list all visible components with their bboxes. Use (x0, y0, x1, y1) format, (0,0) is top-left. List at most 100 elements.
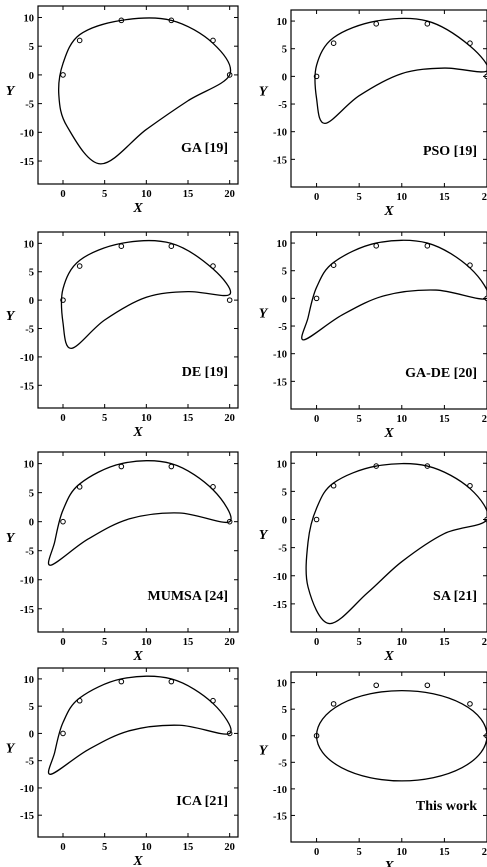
data-point (424, 243, 431, 249)
y-tick-label: 5 (29, 489, 34, 500)
x-tick-label: 5 (102, 637, 107, 648)
fitted-curve (47, 460, 232, 566)
y-tick-label: -15 (273, 377, 287, 388)
x-tick-label: 15 (183, 413, 194, 424)
x-axis-label: X (132, 649, 143, 664)
y-tick-label: 0 (29, 518, 34, 529)
x-axis-label: X (383, 649, 394, 664)
y-axis-label: Y (259, 528, 269, 543)
chart-panel: 0 5 10 15 20 10 5 0 -5 -10 -15 X Y ICA [21] (6, 667, 239, 867)
chart-panel: 0 5 10 15 20 10 5 0 -5 -10 -15 X Y GA-DE [20] (259, 231, 487, 441)
plot-area (313, 682, 487, 782)
x-tick-label: 0 (314, 192, 319, 203)
data-point (313, 295, 320, 302)
data-point (118, 243, 125, 249)
fitted-curve (58, 17, 232, 165)
y-tick-label: 5 (282, 267, 287, 278)
panel-title: ICA [21] (176, 794, 228, 809)
x-axis-label: X (132, 854, 143, 867)
chart-panel: 0 5 10 15 20 10 5 0 -5 -10 -15 X Y This work (259, 671, 487, 867)
y-tick-label: 10 (277, 679, 288, 690)
y-tick-label: 0 (29, 71, 34, 82)
x-axis-label: X (383, 859, 394, 867)
plot-area (58, 17, 233, 165)
x-tick-label: 0 (314, 847, 319, 858)
y-tick-label: 10 (24, 675, 35, 686)
y-tick-label: 5 (282, 705, 287, 716)
x-tick-label: 5 (102, 413, 107, 424)
y-tick-label: 10 (277, 239, 288, 250)
x-tick-label: 15 (439, 192, 450, 203)
y-tick-label: -5 (278, 322, 287, 333)
y-tick-label: -5 (25, 325, 34, 336)
data-point (60, 730, 66, 737)
y-tick-label: 0 (29, 729, 34, 740)
x-tick-label: 20 (224, 413, 235, 424)
x-tick-label: 5 (357, 847, 362, 858)
y-tick-label: 5 (282, 45, 287, 56)
y-tick-label: -10 (273, 572, 287, 583)
plot-area (313, 17, 487, 125)
y-tick-label: 10 (24, 13, 35, 24)
y-tick-label: -15 (20, 381, 34, 392)
y-tick-label: -5 (278, 544, 287, 555)
y-axis-label: Y (6, 531, 16, 546)
x-axis-label: X (132, 201, 143, 216)
y-axis-label: Y (259, 85, 269, 100)
axes-frame (37, 231, 239, 409)
y-tick-label: -10 (20, 784, 34, 795)
y-axis-label: Y (259, 743, 269, 758)
data-point (118, 463, 125, 470)
data-point (330, 40, 337, 46)
panel-title: This work (416, 799, 477, 814)
x-tick-label: 20 (482, 847, 487, 858)
y-tick-label: -10 (273, 350, 287, 361)
axes-frame (37, 451, 239, 633)
data-point (467, 701, 473, 707)
y-tick-label: -15 (273, 600, 287, 611)
y-tick-label: -5 (25, 100, 34, 111)
panel-title: GA-DE [20] (405, 366, 477, 381)
y-tick-label: -5 (25, 547, 34, 558)
axes-frame (290, 671, 487, 843)
plot-area (305, 462, 487, 625)
panel-title: MUMSA [24] (148, 589, 229, 604)
x-tick-label: 20 (482, 637, 487, 648)
y-tick-label: -15 (20, 811, 34, 822)
chart-panel: 0 5 10 15 20 10 5 0 -5 -10 -15 X Y SA [21] (259, 451, 487, 664)
y-tick-label: 0 (29, 296, 34, 307)
y-axis-label: Y (6, 309, 16, 324)
x-tick-label: 10 (397, 637, 408, 648)
y-tick-label: 0 (282, 72, 287, 83)
x-tick-label: 10 (397, 192, 408, 203)
y-tick-label: -15 (273, 155, 287, 166)
axes-frame (290, 231, 487, 410)
x-tick-label: 5 (357, 637, 362, 648)
y-tick-label: 10 (277, 17, 288, 28)
chart-panel: 0 5 10 15 20 10 5 0 -5 -10 -15 X Y GA [19] (6, 5, 239, 216)
panel-title: DE [19] (182, 365, 228, 380)
y-tick-label: 0 (282, 294, 287, 305)
x-tick-label: 10 (141, 413, 152, 424)
data-point (76, 263, 83, 269)
y-tick-label: 0 (282, 732, 287, 743)
y-tick-label: -5 (25, 757, 34, 768)
fitted-curve (47, 675, 232, 775)
y-tick-label: -10 (273, 128, 287, 139)
y-tick-label: 5 (29, 42, 34, 53)
y-tick-label: -10 (20, 576, 34, 587)
data-point (424, 21, 431, 27)
x-tick-label: 15 (439, 847, 450, 858)
chart-panel: 0 5 10 15 20 10 5 0 -5 -10 -15 X Y DE [19] (6, 231, 239, 440)
x-tick-label: 5 (102, 189, 107, 200)
fitted-curve (305, 462, 487, 625)
y-axis-label: Y (259, 307, 269, 322)
data-point (373, 243, 380, 249)
y-tick-label: -15 (20, 605, 34, 616)
x-tick-label: 20 (224, 842, 235, 853)
x-tick-label: 0 (314, 637, 319, 648)
x-tick-label: 10 (397, 847, 408, 858)
y-tick-label: -15 (273, 811, 287, 822)
x-tick-label: 20 (482, 414, 487, 425)
